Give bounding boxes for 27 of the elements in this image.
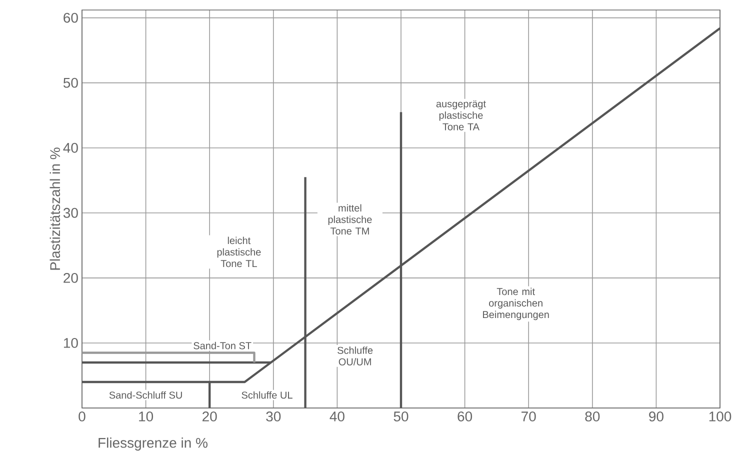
annotation: Schluffe OU/UM xyxy=(338,346,373,366)
x-tick-label: 10 xyxy=(139,412,154,422)
annotation: leicht plastische Tone TL xyxy=(217,236,261,268)
y-tick-label: 20 xyxy=(64,272,78,283)
x-tick-label: 100 xyxy=(709,412,732,422)
y-tick-label: 60 xyxy=(64,12,78,23)
annotation: ausgeprägt plastische Tone TA xyxy=(436,100,486,130)
x-tick-label: 20 xyxy=(202,412,217,422)
x-tick-label: 40 xyxy=(330,412,344,422)
annotation: Schluffe UL xyxy=(242,391,292,399)
annotation: Sand-Schluff SU xyxy=(109,391,182,399)
y-axis-title: Plastizitätszahl in % xyxy=(50,148,60,270)
annotation: mittel plastische Tone TM xyxy=(328,204,372,235)
x-tick-label: 0 xyxy=(78,412,86,422)
x-tick-label: 50 xyxy=(394,412,408,422)
y-tick-label: 10 xyxy=(64,338,78,348)
x-tick-label: 80 xyxy=(585,412,600,422)
annotation: Tone mit organischen Beimengungen xyxy=(483,288,549,320)
x-tick-label: 70 xyxy=(522,412,536,422)
x-tick-label: 30 xyxy=(266,412,281,422)
x-tick-label: 90 xyxy=(649,412,664,422)
annotation: Sand-Ton ST xyxy=(194,342,252,350)
y-tick-label: 50 xyxy=(63,78,78,88)
x-tick-label: 60 xyxy=(458,412,472,422)
x-axis-title: Fliessgrenze in % xyxy=(98,438,208,451)
y-tick-label: 30 xyxy=(63,208,78,218)
y-tick-label: 40 xyxy=(63,142,78,153)
